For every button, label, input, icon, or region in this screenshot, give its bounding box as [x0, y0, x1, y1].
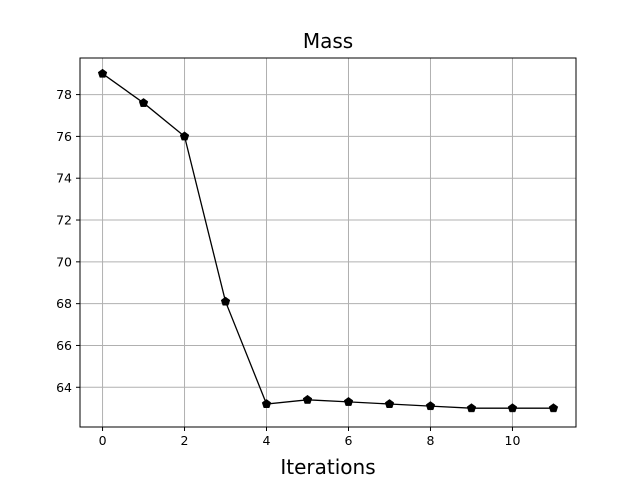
data-point-marker — [220, 296, 231, 306]
data-point-marker — [261, 399, 272, 408]
data-point-marker — [97, 68, 108, 78]
data-point-marker — [179, 131, 190, 141]
data-point-marker — [466, 403, 477, 413]
data-point-marker — [425, 401, 436, 411]
axes-frame — [79, 57, 577, 428]
y-tick-label: 78 — [56, 87, 72, 102]
y-tick-label: 72 — [56, 213, 72, 228]
y-tick-label: 64 — [56, 380, 72, 395]
y-tick-label: 70 — [56, 254, 72, 269]
series-layer — [97, 68, 559, 413]
x-tick-label: 6 — [345, 433, 353, 448]
y-tick-label: 68 — [56, 296, 72, 311]
data-point-marker — [384, 399, 395, 408]
grid-layer — [80, 58, 576, 427]
y-axis-ticks: 64 66 68 70 72 74 76 78 — [56, 87, 80, 395]
data-point-marker — [138, 98, 149, 107]
y-tick-label: 66 — [56, 338, 72, 353]
data-point-marker — [343, 397, 354, 406]
x-tick-label: 8 — [427, 433, 435, 448]
x-tick-label: 0 — [99, 433, 107, 448]
data-point-marker — [507, 403, 518, 413]
y-tick-label: 74 — [56, 171, 72, 186]
chart-title: Mass — [303, 29, 353, 53]
x-tick-label: 2 — [181, 433, 189, 448]
series-line — [102, 73, 554, 409]
data-point-marker — [302, 394, 313, 404]
x-tick-label: 10 — [505, 433, 521, 448]
x-axis-label: Iterations — [280, 455, 375, 479]
y-tick-label: 76 — [56, 129, 72, 144]
x-tick-label: 4 — [263, 433, 271, 448]
data-point-marker — [548, 403, 559, 413]
x-axis-ticks: 0 2 4 6 8 10 — [99, 427, 521, 448]
